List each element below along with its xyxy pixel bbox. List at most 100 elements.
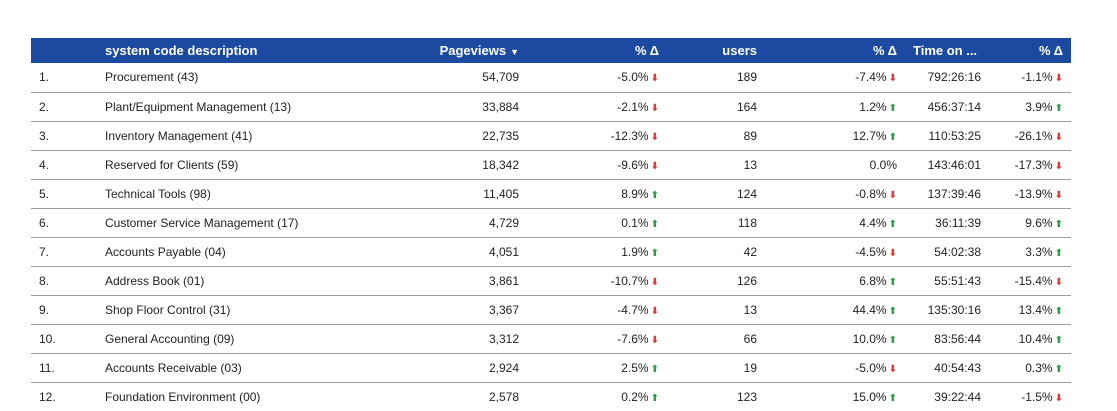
cell-users-value: 89 bbox=[743, 128, 757, 143]
cell-time-delta-value: -13.9% bbox=[1014, 186, 1053, 201]
arrow-down-icon: ⬇ bbox=[1054, 189, 1063, 201]
table-row[interactable]: 11. Accounts Receivable (03) 2,924 2.5% ⬆ 19-… bbox=[31, 353, 1071, 382]
table-row[interactable]: 3. Inventory Management (41) 22,735 -12.3% ⬇… bbox=[31, 121, 1071, 150]
cell-users-delta: 1.2% ⬆ bbox=[765, 92, 905, 121]
row-index-value: 4. bbox=[39, 157, 50, 172]
cell-users-delta: 15.0% ⬆ bbox=[765, 382, 905, 411]
arrow-up-icon: ⬆ bbox=[650, 189, 659, 201]
table-row[interactable]: 8. Address Book (01) 3,861 -10.7% ⬇ 126 6.8% ⬆ 5… bbox=[31, 266, 1071, 295]
cell-system-code-description-value: Inventory Management (41) bbox=[105, 128, 253, 143]
cell-time-delta-value: -1.5% bbox=[1021, 389, 1053, 404]
cell-users-delta-value: -5.0% bbox=[855, 360, 887, 375]
row-index: 1. bbox=[31, 63, 97, 92]
cell-time-on: 137:39:46 bbox=[905, 179, 989, 208]
header-users-delta[interactable]: % Δ bbox=[765, 38, 905, 63]
arrow-down-icon: ⬇ bbox=[1054, 73, 1063, 85]
cell-time-on-value: 54:02:38 bbox=[934, 244, 981, 259]
cell-users-delta: -4.5% ⬇ bbox=[765, 237, 905, 266]
cell-users: 164 bbox=[667, 92, 765, 121]
cell-system-code-description: Plant/Equipment Management (13) bbox=[97, 92, 367, 121]
cell-system-code-description: Reserved for Clients (59) bbox=[97, 150, 367, 179]
row-index-value: 12. bbox=[39, 389, 56, 404]
cell-users-delta-value: 0.0% bbox=[869, 157, 897, 172]
header-pageviews-delta[interactable]: % Δ bbox=[527, 38, 667, 63]
cell-pageviews-value: 2,924 bbox=[488, 360, 519, 375]
cell-users: 123 bbox=[667, 382, 765, 411]
table-row[interactable]: 5. Technical Tools (98) 11,405 8.9% ⬆ 124 -0.8… bbox=[31, 179, 1071, 208]
cell-pageviews-delta: 2.5% ⬆ bbox=[527, 353, 667, 382]
cell-time-delta-value: 3.9% bbox=[1025, 99, 1053, 114]
table-row[interactable]: 10. General Accounting (09) 3,312 -7.6% ⬇ 66 1… bbox=[31, 324, 1071, 353]
cell-users-delta-value: 10.0% bbox=[852, 331, 887, 346]
table-row[interactable]: 4. Reserved for Clients (59) 18,342 -9.6% ⬇ 1… bbox=[31, 150, 1071, 179]
header-pageviews[interactable]: Pageviews ▼ bbox=[367, 38, 527, 63]
table-row[interactable]: 7. Accounts Payable (04) 4,051 1.9% ⬆ 42 -4.5%… bbox=[31, 237, 1071, 266]
cell-pageviews-delta-value: -12.3% bbox=[610, 128, 649, 143]
cell-time-on-value: 456:37:14 bbox=[927, 99, 981, 114]
cell-time-on: 110:53:25 bbox=[905, 121, 989, 150]
cell-time-on-value: 39:22:44 bbox=[934, 389, 981, 404]
cell-pageviews-delta: -10.7% ⬇ bbox=[527, 266, 667, 295]
cell-pageviews-delta: -5.0% ⬇ bbox=[527, 63, 667, 92]
cell-pageviews: 11,405 bbox=[367, 179, 527, 208]
table-row[interactable]: 6. Customer Service Management (17) 4,729 0… bbox=[31, 208, 1071, 237]
header-users[interactable]: users bbox=[667, 38, 765, 63]
cell-users-value: 123 bbox=[736, 389, 757, 404]
cell-time-delta-value: -26.1% bbox=[1014, 128, 1053, 143]
cell-pageviews-value: 4,051 bbox=[488, 244, 519, 259]
cell-pageviews-delta-value: 2.5% bbox=[621, 360, 649, 375]
cell-pageviews-delta: 0.1% ⬆ bbox=[527, 208, 667, 237]
header-label: users bbox=[722, 43, 757, 58]
row-index: 4. bbox=[31, 150, 97, 179]
cell-users: 118 bbox=[667, 208, 765, 237]
arrow-up-icon: ⬆ bbox=[888, 218, 897, 230]
table-row[interactable]: 9. Shop Floor Control (31) 3,367 -4.7% ⬇ 13 44… bbox=[31, 295, 1071, 324]
arrow-down-icon: ⬇ bbox=[650, 276, 659, 288]
cell-users-value: 126 bbox=[736, 273, 757, 288]
cell-users-delta: -5.0% ⬇ bbox=[765, 353, 905, 382]
cell-time-on: 143:46:01 bbox=[905, 150, 989, 179]
cell-system-code-description: Foundation Environment (00) bbox=[97, 382, 367, 411]
arrow-up-icon: ⬆ bbox=[650, 363, 659, 375]
report-table: system code description Pageviews ▼ % Δ u… bbox=[31, 38, 1071, 411]
cell-pageviews-value: 33,884 bbox=[482, 99, 519, 114]
table-row[interactable]: 12. Foundation Environment (00) 2,578 0.2% ⬆… bbox=[31, 382, 1071, 411]
cell-system-code-description: Address Book (01) bbox=[97, 266, 367, 295]
cell-time-delta: -13.9% ⬇ bbox=[989, 179, 1071, 208]
cell-time-on: 792:26:16 bbox=[905, 63, 989, 92]
cell-pageviews-delta: 1.9% ⬆ bbox=[527, 237, 667, 266]
table-row[interactable]: 1. Procurement (43) 54,709 -5.0% ⬇ 189 -7.4% ⬇ 7… bbox=[31, 63, 1071, 92]
cell-users-delta-value: -4.5% bbox=[855, 244, 887, 259]
cell-pageviews: 33,884 bbox=[367, 92, 527, 121]
cell-time-delta: -17.3% ⬇ bbox=[989, 150, 1071, 179]
header-time-on[interactable]: Time on ... bbox=[905, 38, 989, 63]
cell-time-on-value: 143:46:01 bbox=[927, 157, 981, 172]
arrow-down-icon: ⬇ bbox=[888, 247, 897, 259]
cell-users-delta: 6.8% ⬆ bbox=[765, 266, 905, 295]
header-system-code-description[interactable]: system code description bbox=[97, 38, 367, 63]
cell-time-on-value: 83:56:44 bbox=[934, 331, 981, 346]
cell-time-delta: -1.5% ⬇ bbox=[989, 382, 1071, 411]
cell-pageviews-delta: 0.2% ⬆ bbox=[527, 382, 667, 411]
cell-pageviews-delta-value: 0.1% bbox=[621, 215, 649, 230]
arrow-up-icon: ⬆ bbox=[888, 305, 897, 317]
arrow-down-icon: ⬇ bbox=[650, 160, 659, 172]
cell-pageviews-delta: -12.3% ⬇ bbox=[527, 121, 667, 150]
arrow-down-icon: ⬇ bbox=[888, 363, 897, 375]
cell-pageviews: 3,312 bbox=[367, 324, 527, 353]
cell-time-delta-value: 13.4% bbox=[1018, 302, 1053, 317]
arrow-up-icon: ⬆ bbox=[1054, 334, 1063, 346]
cell-pageviews-value: 4,729 bbox=[488, 215, 519, 230]
header-index bbox=[31, 38, 97, 63]
cell-pageviews-value: 11,405 bbox=[483, 186, 519, 201]
cell-pageviews-delta-value: -2.1% bbox=[617, 99, 649, 114]
row-index-value: 8. bbox=[39, 273, 50, 288]
table-row[interactable]: 2. Plant/Equipment Management (13) 33,884-… bbox=[31, 92, 1071, 121]
row-index-value: 7. bbox=[39, 244, 50, 259]
cell-time-delta-value: 9.6% bbox=[1025, 215, 1053, 230]
header-time-delta[interactable]: % Δ bbox=[989, 38, 1071, 63]
cell-pageviews-delta-value: -9.6% bbox=[617, 157, 649, 172]
arrow-up-icon: ⬆ bbox=[1054, 247, 1063, 259]
row-index-value: 9. bbox=[39, 302, 50, 317]
cell-time-delta-value: -17.3% bbox=[1014, 157, 1053, 172]
